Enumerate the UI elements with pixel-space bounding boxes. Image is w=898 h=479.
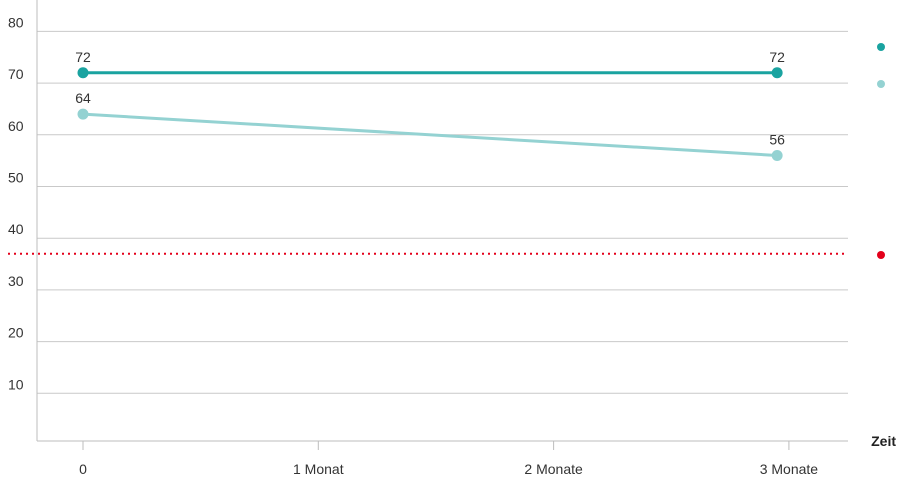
data-label: 72 [769,49,785,65]
data-label: 72 [75,49,91,65]
legend-marker-1 [877,43,885,51]
y-tick-label: 10 [8,376,24,392]
data-point [771,67,783,79]
data-label: 56 [769,131,785,147]
y-tick-label: 40 [8,221,24,237]
y-tick-label: 20 [8,325,24,341]
y-tick-label: 50 [8,170,24,186]
x-axis-title: Zeit [871,433,896,449]
legend-marker-3 [877,251,885,259]
data-label: 64 [75,90,91,106]
y-tick-label: 60 [8,118,24,134]
x-tick-label: 3 Monate [760,461,819,477]
x-tick-label: 1 Monat [293,461,344,477]
x-tick-label: 2 Monate [524,461,583,477]
gridlines [37,30,848,394]
axes: 10 20 30 40 50 60 70 80 0 1 Monat 2 Monate 3 Monate [8,0,848,477]
x-tick-label: 0 [79,461,87,477]
y-tick-label: 70 [8,66,24,82]
series-line-2 [82,112,778,157]
legend-marker-2 [877,80,885,88]
data-point [77,108,89,120]
legend [877,43,885,259]
data-point [771,149,783,161]
y-tick-label: 30 [8,273,24,289]
data-point [77,67,89,79]
series-group: 72 72 64 56 [75,49,785,161]
y-tick-label: 80 [8,14,24,30]
